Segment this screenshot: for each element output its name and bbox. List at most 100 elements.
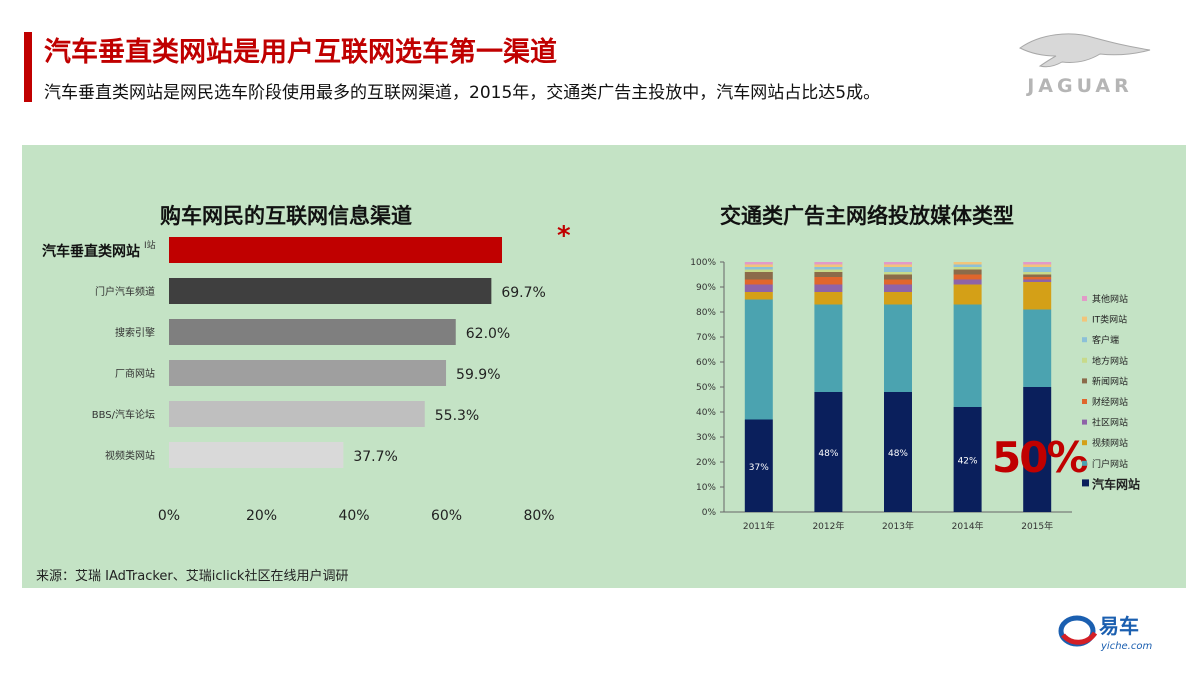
legend-swatch (1082, 378, 1087, 384)
stack-segment (884, 262, 912, 265)
data-label: 62.0% (466, 326, 510, 342)
data-label: 59.9% (456, 367, 500, 383)
stack-segment (814, 284, 843, 292)
y-tick-label: 0% (702, 508, 717, 518)
legend-swatch (1082, 316, 1087, 322)
segment-label: 48% (818, 449, 838, 459)
data-label: 69.7% (501, 285, 545, 301)
x-tick-label: 2014年 (952, 520, 984, 532)
stack-segment (1023, 267, 1052, 272)
legend-label: 视频网站 (1092, 437, 1128, 449)
y-tick-label: 100% (690, 258, 716, 268)
y-tick-label: 80% (696, 308, 716, 318)
y-tick-label: 70% (696, 333, 716, 343)
stack-segment (744, 267, 773, 270)
stack-segment (744, 269, 773, 272)
legend-label: 客户端 (1092, 334, 1119, 346)
stack-segment (884, 304, 912, 392)
stack-segment (1023, 272, 1052, 275)
bar-3 (169, 360, 447, 386)
data-label: 37.7% (353, 449, 397, 465)
stack-segment (1023, 282, 1052, 310)
jaguar-leaper-icon (1019, 33, 1151, 68)
x-tick-label: 0% (158, 508, 180, 524)
category-label: 搜索引擎 (115, 326, 155, 339)
highlight-callout: 50% (992, 433, 1087, 482)
stack-segment (744, 262, 773, 265)
stack-segment (744, 264, 773, 267)
bar-1 (169, 278, 492, 304)
stack-segment (884, 279, 912, 285)
stack-segment (744, 299, 773, 420)
stack-segment (744, 284, 773, 292)
stack-segment (814, 392, 843, 512)
stack-segment (953, 264, 982, 267)
bar-0 (169, 237, 502, 263)
legend-swatch (1082, 357, 1087, 363)
highlight-asterisk: * (557, 221, 571, 251)
jaguar-wordmark: JAGUAR (1025, 75, 1133, 97)
category-label: 视频类网站 (105, 449, 155, 462)
chart-panel: 购车网民的互联网信息渠道 交通类广告主网络投放媒体类型 汽车垂直类网站 I站 * 门户… (22, 145, 1186, 588)
stack-segment (814, 267, 843, 270)
stack-segment (1023, 277, 1052, 280)
page-subtitle: 汽车垂直类网站是网民选车阶段使用最多的互联网渠道，2015年，交通类广告主投放中… (44, 83, 881, 103)
segment-label: 37% (749, 463, 769, 473)
legend-label: 社区网站 (1092, 417, 1128, 429)
stack-segment (814, 264, 843, 267)
legend-swatch (1082, 337, 1087, 343)
yiche-en-text: yiche.com (1100, 641, 1152, 652)
legend-swatch (1082, 479, 1089, 487)
right-chart-title: 交通类广告主网络投放媒体类型 (720, 204, 1014, 228)
stack-segment (1023, 309, 1052, 387)
stack-segment (1023, 387, 1052, 512)
category-label-highlight: 汽车垂直类网站 (42, 243, 140, 260)
stack-segment (1023, 264, 1052, 267)
stack-segment (814, 304, 843, 392)
stack-segment (744, 272, 773, 280)
bar-4 (169, 401, 425, 427)
x-tick-label: 60% (431, 508, 462, 524)
category-label: 门户汽车频道 (95, 285, 155, 298)
jaguar-logo: JAGUAR (1019, 33, 1151, 97)
legend-label: 财经网站 (1092, 396, 1128, 408)
bar-5 (169, 442, 344, 468)
stack-segment (1023, 262, 1052, 265)
stack-segment (814, 262, 843, 265)
stack-segment (814, 272, 843, 277)
legend-label: 汽车网站 (1092, 476, 1140, 491)
y-tick-label: 50% (696, 383, 716, 393)
media-stacked-chart: 0% 10% 20% 30% 40% 50% 60% 70% 80% 90% 100% 37% 2011… (690, 258, 1140, 532)
stack-segment (884, 264, 912, 267)
stack-segment (953, 284, 982, 305)
y-tick-label: 40% (696, 408, 716, 418)
legend-label: 其他网站 (1092, 293, 1128, 305)
y-tick-label: 30% (696, 433, 716, 443)
legend-label: IT类网站 (1092, 314, 1127, 326)
stack-segment (1023, 279, 1052, 282)
category-label-small: I站 (144, 239, 156, 251)
data-label: 55.3% (435, 408, 479, 424)
x-tick-label: 40% (338, 508, 369, 524)
x-tick-label: 80% (523, 508, 554, 524)
legend-label: 新闻网站 (1092, 375, 1128, 387)
x-tick-label: 2011年 (743, 520, 775, 532)
y-tick-label: 60% (696, 358, 716, 368)
segment-label: 48% (888, 449, 908, 459)
stack-segment (884, 292, 912, 305)
x-tick-label: 20% (246, 508, 277, 524)
x-tick-label: 2012年 (812, 520, 844, 532)
x-tick-label: 2015年 (1021, 520, 1053, 532)
title-accent-bar (24, 32, 32, 102)
stack-segment (814, 292, 843, 305)
source-note: 来源：艾瑞 IAdTracker、艾瑞iclick社区在线用户调研 (36, 569, 349, 584)
stack-segment (884, 267, 912, 272)
stack-segment (953, 274, 982, 280)
stack-segment (953, 262, 982, 265)
legend-label: 门户网站 (1092, 458, 1128, 470)
segment-label: 42% (958, 457, 978, 467)
x-tick-label: 2013年 (882, 520, 914, 532)
stack-segment (953, 267, 982, 270)
category-label: BBS/汽车论坛 (92, 408, 155, 421)
stack-segment (1023, 274, 1052, 277)
